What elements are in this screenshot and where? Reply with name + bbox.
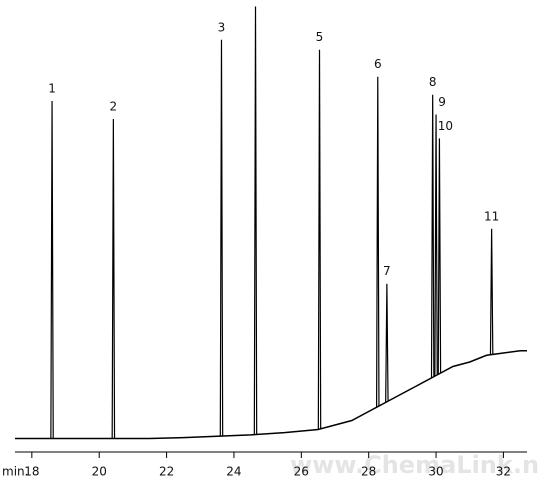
baseline-trace (15, 350, 527, 440)
x-tick-label: 18 (24, 465, 39, 479)
peak-label: 8 (429, 75, 437, 89)
peak-label: 1 (48, 82, 56, 96)
x-tick-label: 20 (92, 465, 107, 479)
x-tick-label: 26 (294, 465, 309, 479)
peak (376, 76, 380, 408)
peak-label: 7 (383, 264, 391, 278)
peak-label: 9 (438, 95, 446, 109)
x-tick-label: 24 (226, 465, 241, 479)
x-tick-label: 22 (159, 465, 174, 479)
x-axis-label: min. (2, 465, 28, 479)
peak (434, 114, 438, 377)
peak (489, 228, 494, 355)
peak-label: 4 (252, 0, 260, 1)
peak (437, 138, 442, 375)
peak-label: 6 (374, 57, 382, 71)
peak (111, 118, 116, 439)
peak-label: 11 (484, 209, 499, 223)
peak-label: 5 (316, 30, 324, 44)
peak-label: 2 (110, 100, 118, 114)
peak (385, 283, 389, 403)
peak (253, 6, 258, 435)
peak (430, 94, 435, 378)
x-tick-label: 30 (428, 465, 443, 479)
peak-label: 3 (218, 20, 226, 34)
peak (317, 49, 322, 430)
x-tick-label: 28 (361, 465, 376, 479)
peak (219, 39, 224, 437)
watermark: www.ChemaLink.net (290, 451, 538, 479)
x-tick-label: 32 (496, 465, 511, 479)
peak-label: 10 (438, 119, 453, 133)
peak (50, 100, 54, 439)
